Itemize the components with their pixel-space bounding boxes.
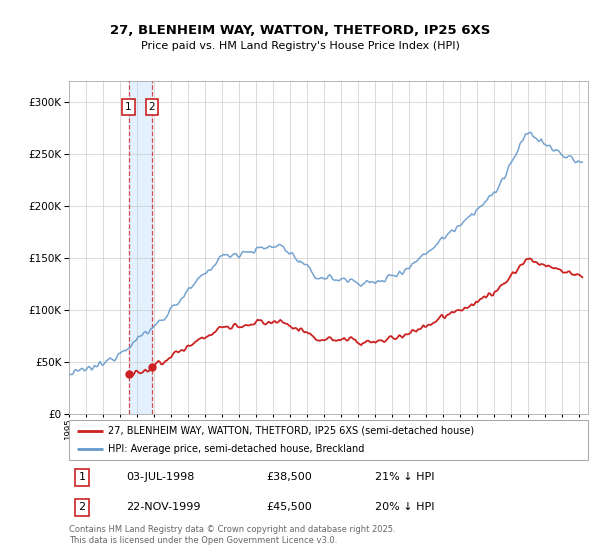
Text: Contains HM Land Registry data © Crown copyright and database right 2025.
This d: Contains HM Land Registry data © Crown c… [69,525,395,545]
Text: 2: 2 [79,502,86,512]
FancyBboxPatch shape [69,420,588,460]
Text: 22-NOV-1999: 22-NOV-1999 [126,502,200,512]
Text: 1: 1 [79,473,85,482]
Text: 2: 2 [149,102,155,112]
Text: 21% ↓ HPI: 21% ↓ HPI [375,473,435,482]
Text: £45,500: £45,500 [266,502,312,512]
Text: 27, BLENHEIM WAY, WATTON, THETFORD, IP25 6XS (semi-detached house): 27, BLENHEIM WAY, WATTON, THETFORD, IP25… [108,426,474,436]
Text: 03-JUL-1998: 03-JUL-1998 [126,473,194,482]
Text: Price paid vs. HM Land Registry's House Price Index (HPI): Price paid vs. HM Land Registry's House … [140,41,460,51]
Text: £38,500: £38,500 [266,473,312,482]
Text: 20% ↓ HPI: 20% ↓ HPI [375,502,435,512]
Bar [128,81,152,414]
Text: 1: 1 [125,102,132,112]
Text: HPI: Average price, semi-detached house, Breckland: HPI: Average price, semi-detached house,… [108,445,364,454]
Text: 27, BLENHEIM WAY, WATTON, THETFORD, IP25 6XS: 27, BLENHEIM WAY, WATTON, THETFORD, IP25… [110,24,490,38]
